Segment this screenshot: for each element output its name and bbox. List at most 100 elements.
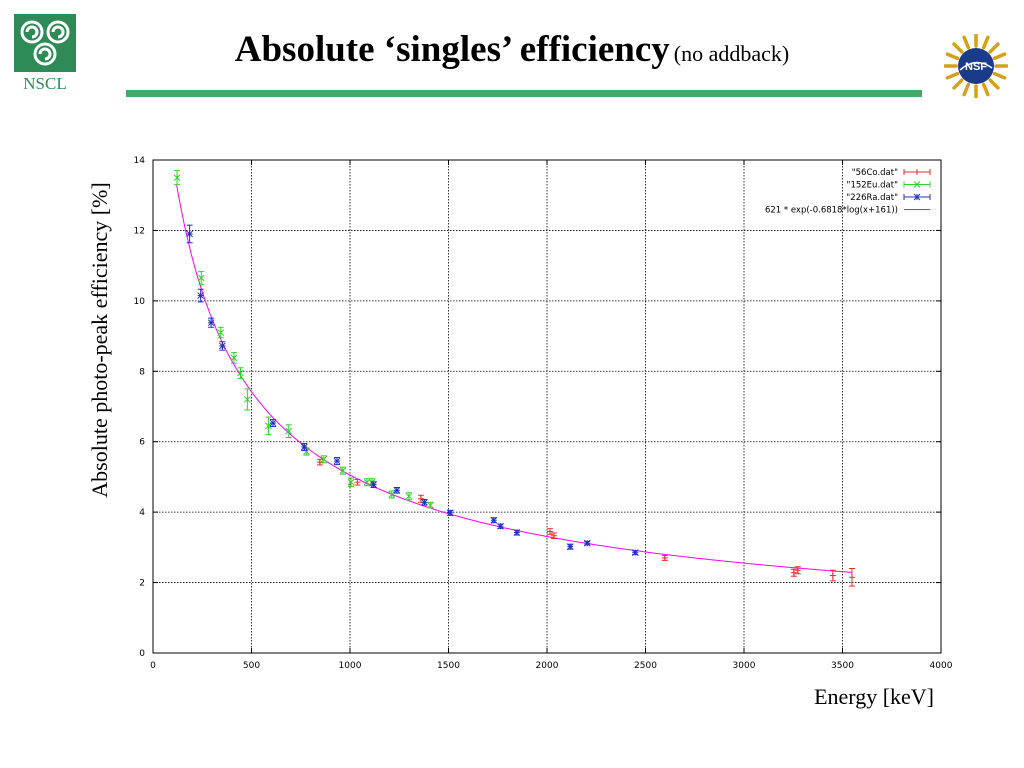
x-tick-label: 2000 xyxy=(536,661,559,671)
data-point-stroke xyxy=(566,543,574,551)
nsf-logo-ray xyxy=(945,71,960,80)
data-point xyxy=(347,478,355,486)
data-point xyxy=(446,509,454,517)
legend-label: "56Co.dat" xyxy=(852,168,898,178)
data-point xyxy=(794,567,801,574)
nsf-logo-text: NSF xyxy=(965,61,987,73)
data-point-stroke xyxy=(217,329,225,336)
data-point xyxy=(848,574,855,581)
data-point xyxy=(207,319,215,327)
y-tick-label: 8 xyxy=(139,367,145,377)
slide-title-main: Absolute ‘singles’ efficiency xyxy=(234,29,670,70)
data-point-stroke xyxy=(237,369,244,377)
data-point xyxy=(490,516,498,524)
x-axis-label: Energy [keV] xyxy=(814,684,934,709)
series-1 xyxy=(173,170,434,509)
legend-label: "226Ra.dat" xyxy=(846,193,898,203)
x-tick-label: 500 xyxy=(243,661,260,671)
data-point xyxy=(237,369,244,377)
data-point xyxy=(550,532,557,539)
data-points xyxy=(173,170,855,587)
data-point xyxy=(285,427,293,435)
data-point-stroke xyxy=(285,427,293,435)
data-point-stroke xyxy=(197,292,205,299)
nsf-logo: NSF xyxy=(944,34,1008,98)
x-tick-label: 3000 xyxy=(733,661,756,671)
data-point-stroke xyxy=(490,516,498,524)
nscl-logo: NSCL xyxy=(14,14,76,92)
data-point-stroke xyxy=(265,422,272,430)
x-tick-label: 1000 xyxy=(339,661,362,671)
data-point-stroke xyxy=(393,486,401,494)
x-tick-label: 1500 xyxy=(437,661,460,671)
nsf-logo-ray xyxy=(962,35,971,50)
nsf-logo-ray xyxy=(992,71,1007,80)
nsf-logo-ray xyxy=(992,52,1007,61)
legend-marker xyxy=(913,193,921,201)
y-tick-label: 6 xyxy=(139,438,145,448)
data-point xyxy=(244,396,251,403)
nscl-logo-swirl xyxy=(20,20,44,44)
data-point-stroke xyxy=(244,396,251,403)
nscl-logo-swirl xyxy=(46,20,70,44)
title-underline xyxy=(126,90,922,97)
nsf-logo-ray xyxy=(981,82,990,97)
data-point-stroke xyxy=(405,492,413,500)
data-point xyxy=(631,549,639,556)
y-tick-label: 14 xyxy=(134,156,146,166)
chart-grid xyxy=(153,160,941,653)
slide-title-sub: (no addback) xyxy=(673,41,790,66)
nsf-logo-ray xyxy=(952,78,964,90)
chart-legend: "56Co.dat" "152Eu.dat" "226Ra.dat" 621 * ex… xyxy=(765,168,931,216)
data-point xyxy=(316,459,323,466)
data-point xyxy=(513,529,521,536)
data-point-stroke xyxy=(320,455,328,463)
data-point-stroke xyxy=(363,478,371,486)
data-point-stroke xyxy=(173,174,181,181)
data-point-stroke xyxy=(421,498,428,506)
data-point xyxy=(497,522,504,530)
data-point xyxy=(388,491,396,498)
fit-layer xyxy=(176,184,853,573)
y-axis-label: Absolute photo-peak efficiency [%] xyxy=(87,182,112,498)
nscl-logo-swirl-inner xyxy=(51,25,65,39)
y-tick-label: 12 xyxy=(134,226,145,236)
data-point-stroke xyxy=(388,491,396,498)
data-point-stroke xyxy=(631,549,639,556)
legend-marker-stroke xyxy=(913,181,921,188)
nsf-logo-ray xyxy=(952,42,964,54)
nsf-logo-ray xyxy=(945,52,960,61)
legend-marker xyxy=(913,181,921,188)
data-point-stroke xyxy=(370,481,377,489)
data-point-stroke xyxy=(218,342,226,350)
slide-title: Absolute ‘singles’ efficiency (no addbac… xyxy=(0,28,1024,71)
data-point xyxy=(339,467,347,474)
nscl-logo-swirl-inner xyxy=(25,25,39,39)
nsf-logo-ray xyxy=(962,82,971,97)
data-point xyxy=(265,422,272,430)
nscl-logo-text: NSCL xyxy=(23,74,66,92)
legend-label: "152Eu.dat" xyxy=(847,181,899,191)
data-point xyxy=(300,443,308,451)
data-point-stroke xyxy=(427,501,434,509)
data-point xyxy=(333,457,341,465)
y-tick-label: 4 xyxy=(139,508,145,518)
data-point-stroke xyxy=(333,457,341,465)
nsf-logo-rays xyxy=(944,34,1008,98)
data-point xyxy=(583,539,591,547)
data-point xyxy=(370,481,377,489)
data-point xyxy=(417,495,424,502)
nsf-logo-globe xyxy=(958,48,994,84)
data-point xyxy=(546,528,553,535)
nsf-logo-ray xyxy=(988,78,1000,90)
x-tick-label: 2500 xyxy=(634,661,657,671)
data-point-stroke xyxy=(300,443,308,451)
data-point xyxy=(393,486,401,494)
legend-marker-stroke xyxy=(913,193,921,201)
series-2 xyxy=(186,224,639,556)
data-point xyxy=(173,174,181,181)
data-point xyxy=(354,479,361,486)
data-point xyxy=(405,492,413,500)
x-tick-label: 0 xyxy=(150,661,156,671)
nsf-logo-ray xyxy=(981,35,990,50)
